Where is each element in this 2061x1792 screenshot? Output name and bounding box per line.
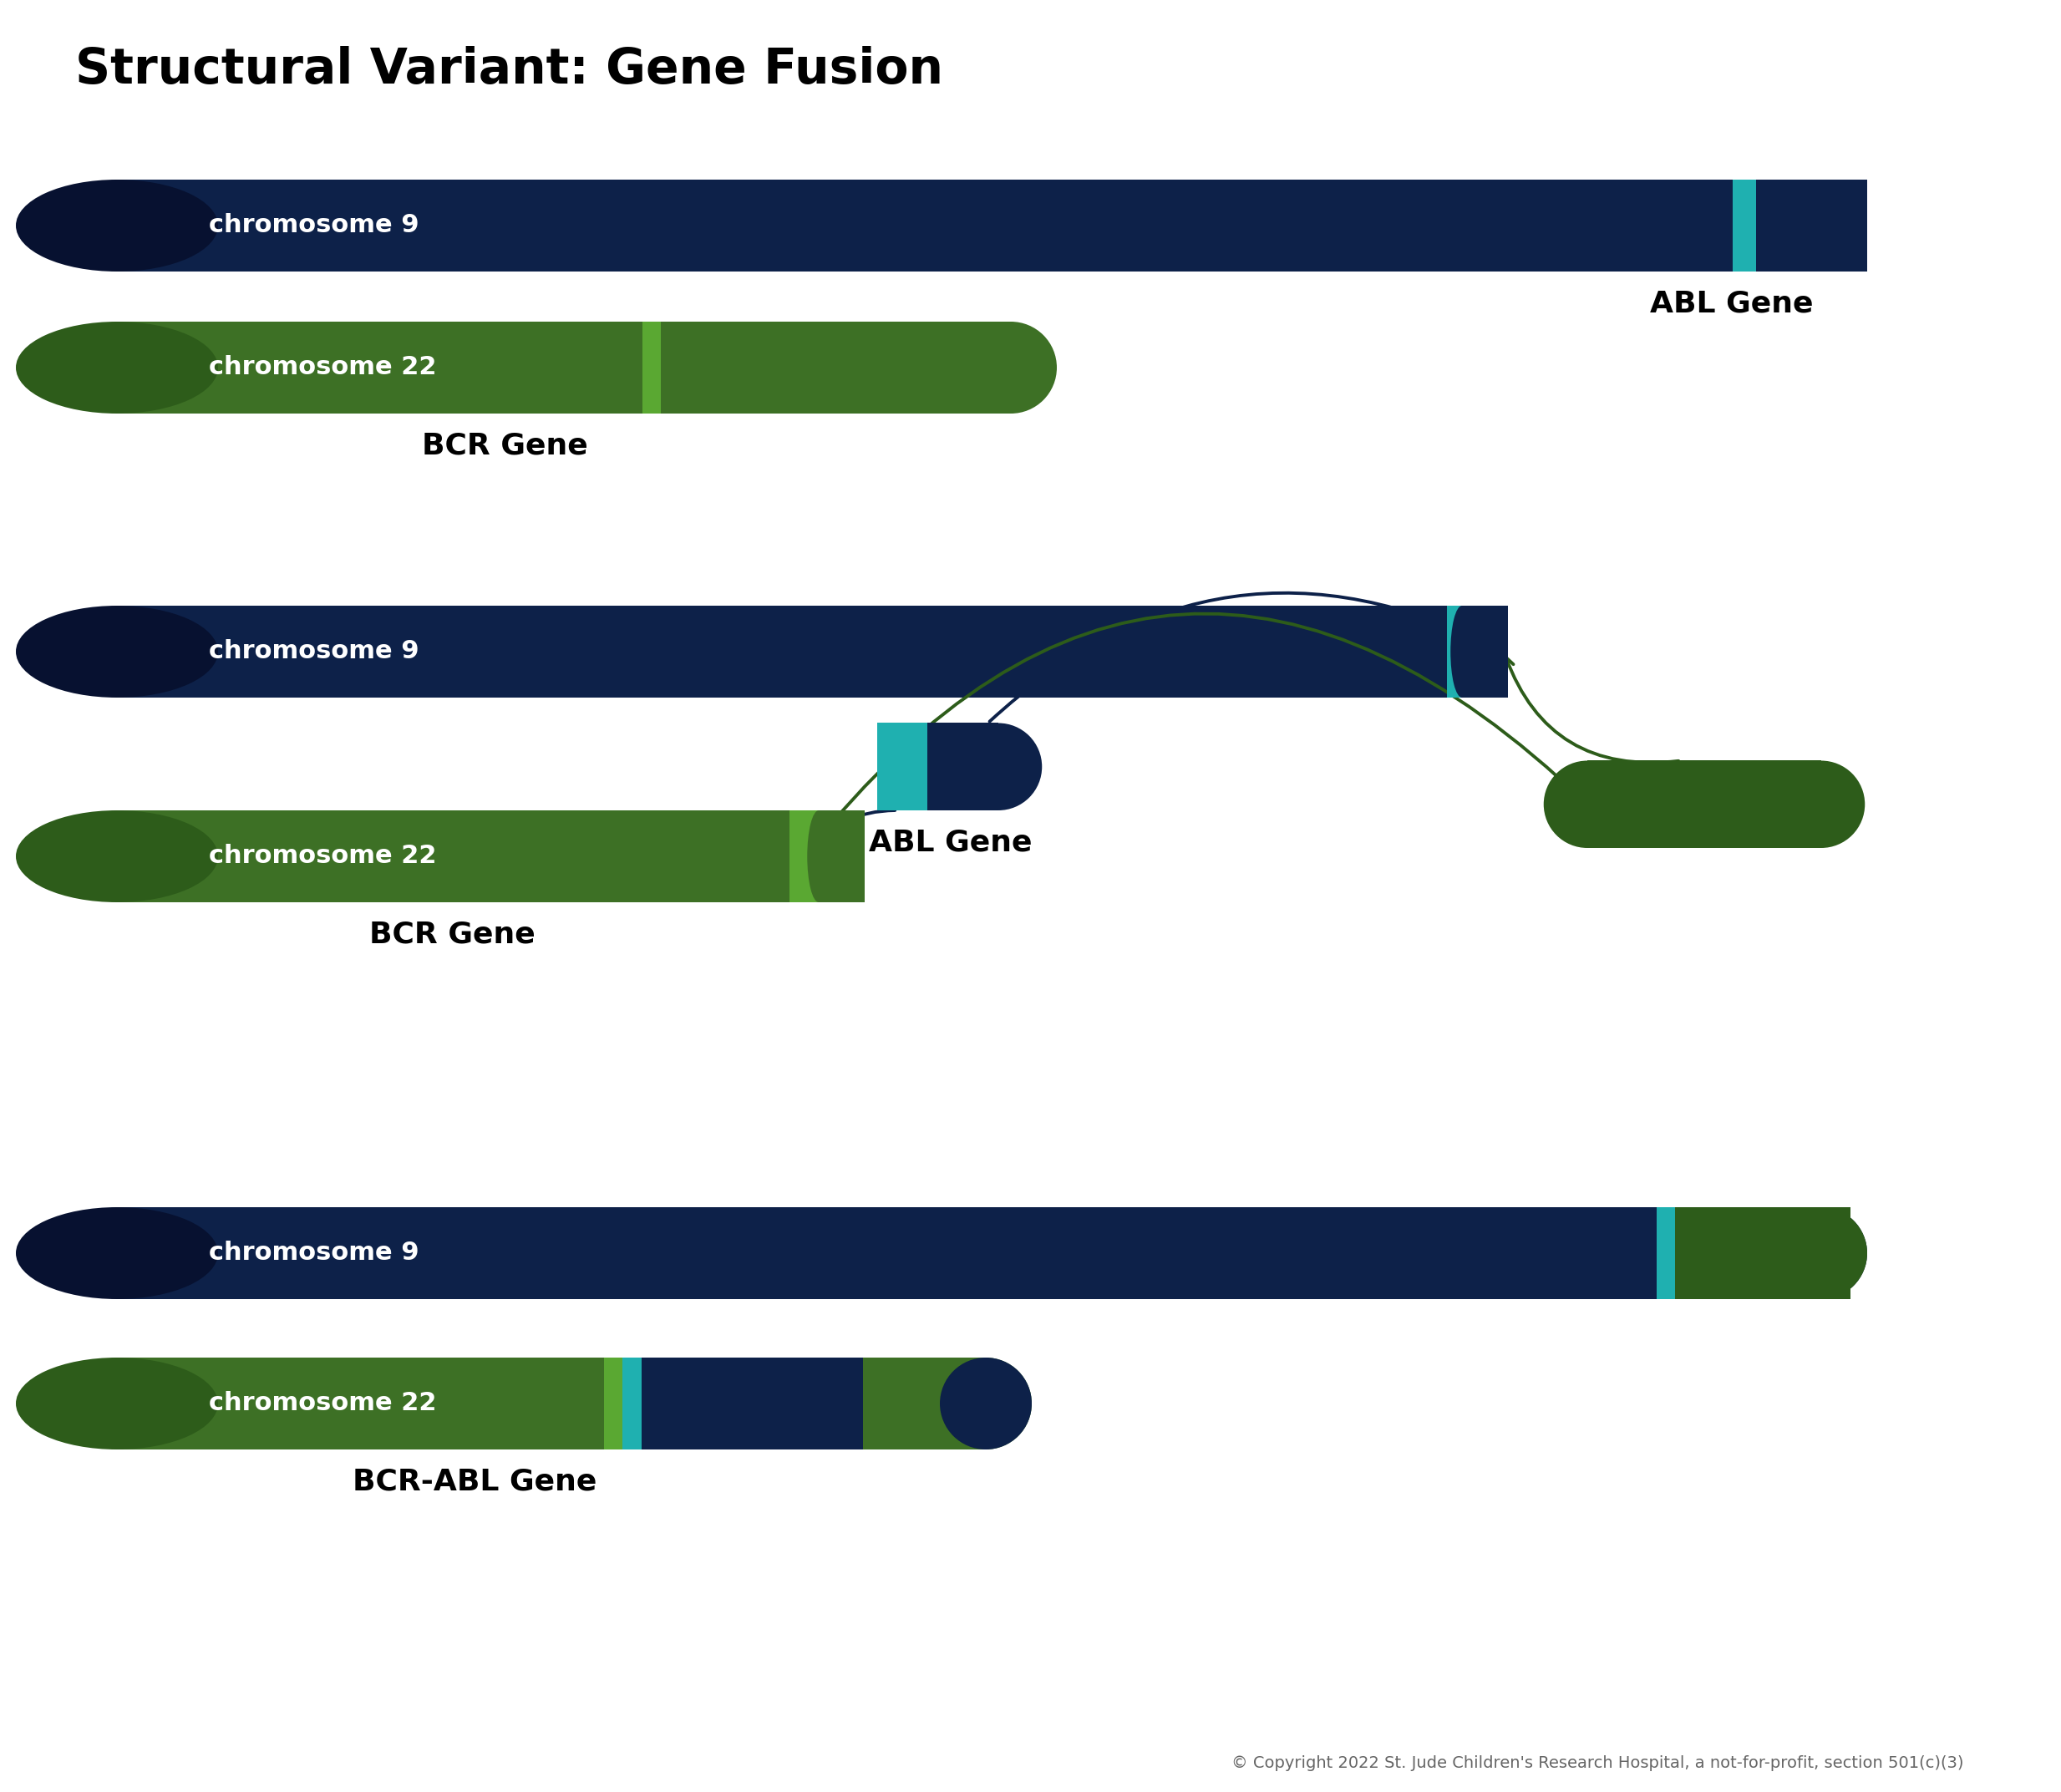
Bar	[1587, 760, 1822, 848]
Ellipse shape	[1777, 760, 1865, 848]
Ellipse shape	[965, 321, 1057, 414]
Text: chromosome 22: chromosome 22	[208, 1391, 437, 1416]
Bar	[117, 606, 1461, 697]
Ellipse shape	[1775, 179, 1867, 272]
Bar	[878, 722, 927, 810]
Text: chromosome 9: chromosome 9	[208, 213, 418, 238]
Text: ABL Gene: ABL Gene	[870, 828, 1033, 857]
Bar	[622, 1358, 641, 1450]
Ellipse shape	[1451, 606, 1474, 697]
Ellipse shape	[16, 179, 218, 272]
Bar	[1657, 1208, 1676, 1299]
Ellipse shape	[16, 1208, 218, 1299]
Ellipse shape	[1775, 1208, 1867, 1299]
Bar	[1453, 606, 1509, 697]
Bar	[117, 321, 1010, 414]
Ellipse shape	[1416, 606, 1509, 697]
Text: chromosome 9: chromosome 9	[208, 640, 418, 663]
Ellipse shape	[1775, 1208, 1867, 1299]
Bar	[643, 321, 662, 414]
Bar	[927, 722, 998, 810]
Ellipse shape	[1775, 179, 1867, 272]
Text: © Copyright 2022 St. Jude Children's Research Hospital, a not-for-profit, sectio: © Copyright 2022 St. Jude Children's Res…	[1230, 1754, 1964, 1770]
Bar	[878, 722, 888, 810]
Text: chromosome 9: chromosome 9	[208, 1242, 418, 1265]
Bar	[818, 810, 866, 901]
Ellipse shape	[16, 810, 218, 901]
Bar	[1756, 179, 1867, 272]
Ellipse shape	[808, 810, 831, 901]
Text: chromosome 22: chromosome 22	[208, 355, 437, 380]
Bar	[641, 1358, 864, 1450]
Bar	[1447, 606, 1461, 697]
Text: chromosome 22: chromosome 22	[208, 844, 437, 869]
Text: ABL Gene: ABL Gene	[1651, 290, 1814, 319]
Ellipse shape	[16, 606, 218, 697]
Ellipse shape	[940, 1358, 1033, 1450]
Bar	[789, 810, 818, 901]
Bar	[117, 179, 1822, 272]
Ellipse shape	[940, 1358, 1033, 1450]
Bar	[117, 1208, 1822, 1299]
Bar	[117, 1358, 985, 1450]
Bar	[1676, 1208, 1851, 1299]
Ellipse shape	[16, 321, 218, 414]
Ellipse shape	[954, 722, 1043, 810]
Ellipse shape	[1544, 760, 1630, 848]
Text: BCR-ABL Gene: BCR-ABL Gene	[352, 1468, 596, 1496]
Text: BCR Gene: BCR Gene	[369, 921, 536, 950]
Bar	[117, 810, 818, 901]
Bar	[1733, 179, 1756, 272]
Bar	[604, 1358, 622, 1450]
Text: Structural Variant: Gene Fusion: Structural Variant: Gene Fusion	[74, 47, 944, 93]
Ellipse shape	[16, 1358, 218, 1450]
Text: BCR Gene: BCR Gene	[423, 432, 587, 461]
Ellipse shape	[773, 810, 866, 901]
Bar	[1461, 606, 1509, 697]
